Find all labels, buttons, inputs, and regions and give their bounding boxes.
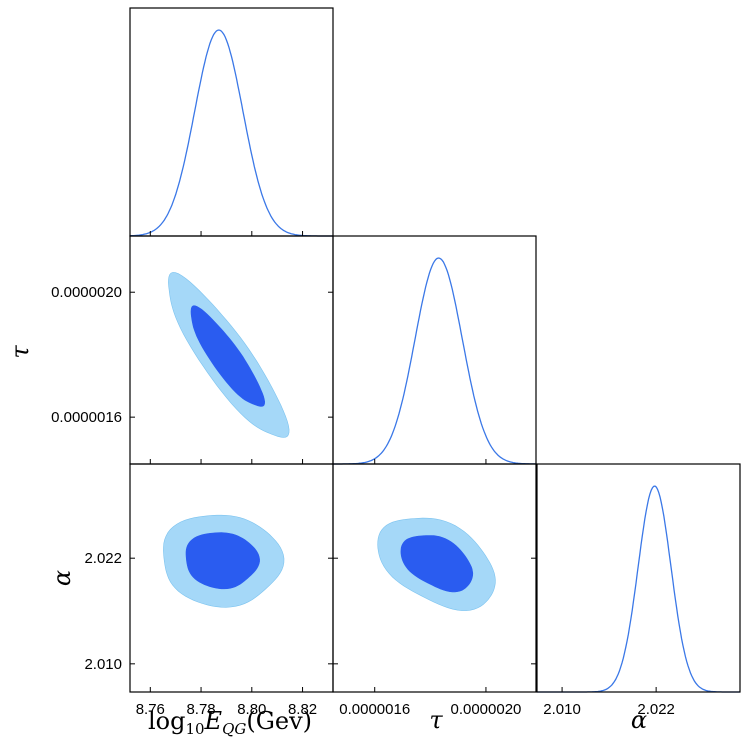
xlabel-logE: log10EQG(Gev) — [148, 707, 312, 738]
contour-fills — [163, 272, 496, 611]
xtick-label-tau-1: 0.0000020 — [450, 701, 521, 718]
panel-frame-1-1 — [332, 235, 537, 465]
ytick-label-alpha-0: 2.010 — [84, 656, 122, 673]
ylabel-alpha: α — [48, 570, 76, 586]
marginal-logE — [129, 29, 333, 237]
xtick-label-logE-3: 8.82 — [288, 701, 317, 718]
panel-frame-2-1 — [332, 463, 537, 693]
xtick-label-logE-2: 8.80 — [237, 701, 266, 718]
ytick-label-alpha-1: 2.022 — [84, 550, 122, 567]
xtick-label-alpha-0: 2.010 — [543, 701, 581, 718]
tick-marks — [130, 231, 657, 692]
contour-logE-tau-inner — [190, 305, 266, 407]
panel-frame-2-2 — [536, 463, 741, 693]
xlabel-tau: τ — [429, 706, 443, 734]
panel-frame-0-0 — [129, 7, 334, 237]
tick-labels: 8.76 8.78 8.80 8.82 0.0000016 0.0000020 2.010 2… — [51, 284, 675, 718]
panel-frames — [129, 7, 741, 693]
ytick-label-tau-0: 0.0000016 — [51, 409, 122, 426]
ytick-label-tau-1: 0.0000020 — [51, 284, 122, 301]
ylabel-tau: τ — [6, 345, 34, 359]
marginal-tau — [333, 257, 537, 465]
contour-tau-alpha-inner — [400, 535, 474, 593]
xlabel-alpha: α — [631, 706, 647, 734]
xtick-label-tau-0: 0.0000016 — [339, 701, 410, 718]
xtick-label-alpha-1: 2.022 — [637, 701, 675, 718]
contour-logE-alpha-inner — [185, 532, 260, 590]
xtick-label-logE-1: 8.78 — [186, 701, 215, 718]
marginal-alpha — [537, 485, 740, 693]
xtick-label-logE-0: 8.76 — [136, 701, 165, 718]
